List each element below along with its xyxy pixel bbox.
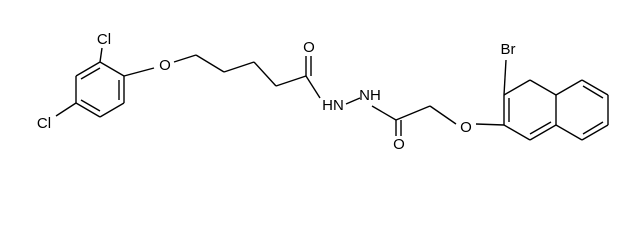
atom-label: O bbox=[159, 57, 171, 74]
atom-label: HN bbox=[322, 97, 344, 114]
bonds bbox=[55, 47, 609, 141]
molecule: Cl Cl O O HN NH O O Br bbox=[37, 31, 609, 153]
atom-label: Cl bbox=[37, 115, 51, 132]
atom-label: Cl bbox=[97, 31, 111, 48]
atom-label: NH bbox=[359, 87, 381, 104]
atom-label: O bbox=[393, 136, 405, 153]
atom-labels: Cl Cl O O HN NH O O Br bbox=[37, 31, 516, 153]
atom-label: O bbox=[460, 119, 472, 136]
page: Cl Cl O O HN NH O O Br (() => { const da… bbox=[36, 30, 609, 153]
atom-label: O bbox=[303, 39, 315, 56]
atom-label: Br bbox=[501, 41, 516, 58]
